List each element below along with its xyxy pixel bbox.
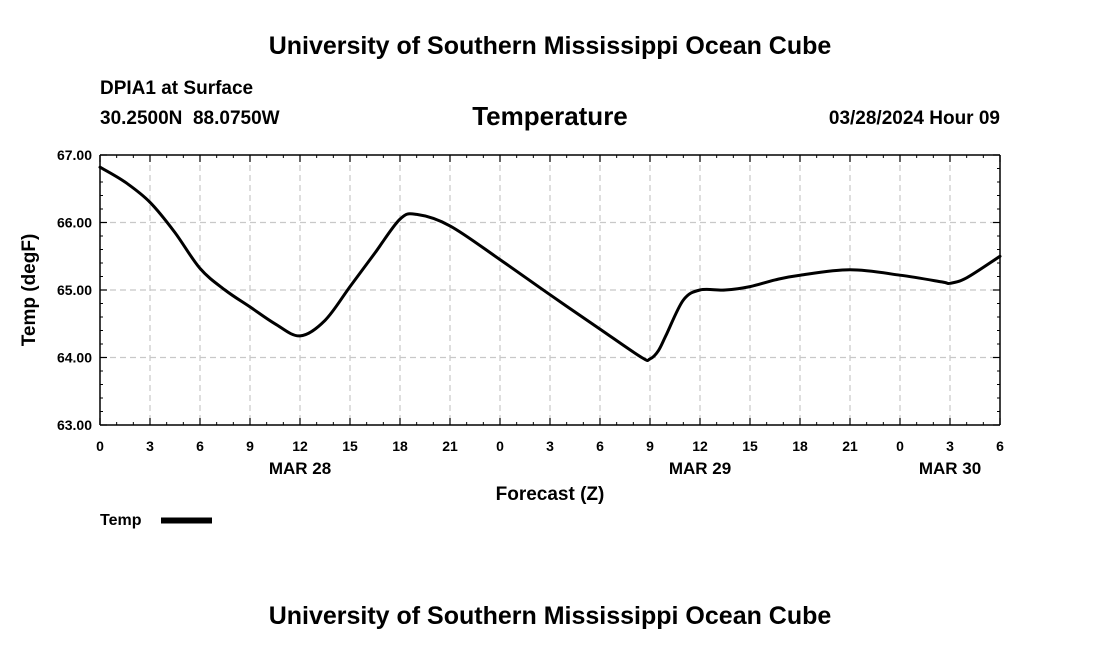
x-axis-title: Forecast (Z) [496,484,605,505]
x-tick-label: 21 [442,438,458,454]
grid-lines [100,155,1000,425]
x-tick-label: 0 [96,438,104,454]
x-tick-label: 0 [896,438,904,454]
x-tick-label: 9 [246,438,254,454]
y-tick-label: 67.00 [57,147,92,163]
variable-title: Temperature [472,101,628,131]
x-tick-label: 3 [546,438,554,454]
date-label: MAR 30 [919,459,981,478]
date-label: MAR 29 [669,459,731,478]
y-axis-ticks: 63.00 64.00 65.00 66.00 67.00 [57,147,92,433]
x-tick-label: 6 [996,438,1004,454]
y-tick-label: 64.00 [57,350,92,366]
legend-label: Temp [100,512,142,529]
x-tick-label: 12 [692,438,708,454]
x-tick-label: 15 [742,438,758,454]
y-tick-label: 63.00 [57,417,92,433]
x-tick-label: 3 [946,438,954,454]
x-tick-label: 3 [146,438,154,454]
y-tick-label: 66.00 [57,215,92,231]
coordinates-label: 30.2500N 88.0750W [100,108,280,129]
x-tick-label: 18 [392,438,408,454]
legend: Temp [100,512,212,529]
x-tick-label: 6 [596,438,604,454]
x-tick-label: 18 [792,438,808,454]
station-label: DPIA1 at Surface [100,78,253,99]
x-tick-label: 6 [196,438,204,454]
x-tick-label: 0 [496,438,504,454]
y-tick-label: 65.00 [57,282,92,298]
series-layer [98,165,1002,362]
x-axis-ticks: 0 3 6 9 12 15 18 21 0 3 6 9 12 15 18 21 0 3 6 [96,438,1004,454]
plot-frame [99,154,1001,426]
page-title-top: University of Southern Mississippi Ocean… [269,32,832,60]
x-tick-label: 21 [842,438,858,454]
issued-time-label: 03/28/2024 Hour 09 [829,108,1000,129]
x-tick-label: 12 [292,438,308,454]
date-labels: MAR 28 MAR 29 MAR 30 [269,459,981,478]
x-tick-label: 9 [646,438,654,454]
series-line-temp [98,165,1002,362]
page-title-bottom: University of Southern Mississippi Ocean… [269,602,832,630]
date-label: MAR 28 [269,459,331,478]
y-axis-title: Temp (degF) [19,234,40,347]
x-tick-label: 15 [342,438,358,454]
